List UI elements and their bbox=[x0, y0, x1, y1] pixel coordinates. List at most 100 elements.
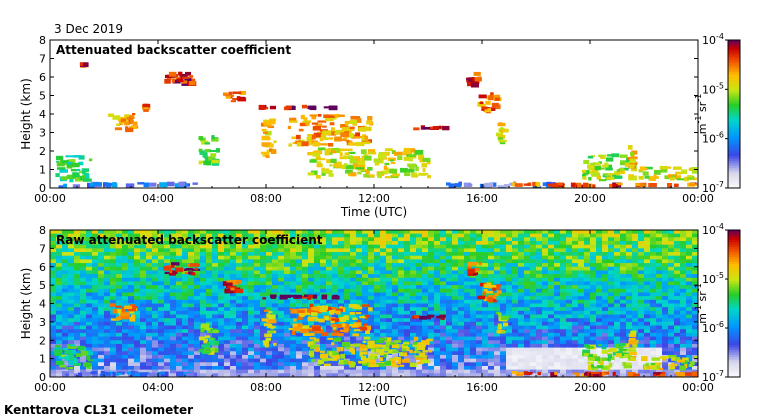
heatmap-cell bbox=[218, 255, 225, 260]
heatmap-cell bbox=[548, 277, 555, 282]
heatmap-cell bbox=[86, 314, 93, 319]
heatmap-cell bbox=[614, 340, 621, 345]
heatmap-cell bbox=[626, 285, 633, 290]
heatmap-cell bbox=[212, 303, 219, 308]
feature-cell bbox=[329, 122, 335, 126]
heatmap-cell bbox=[614, 281, 621, 286]
heatmap-cell bbox=[422, 310, 429, 315]
heatmap-cell bbox=[206, 259, 213, 264]
heatmap-cell bbox=[332, 255, 339, 260]
feature-cell bbox=[56, 162, 65, 167]
heatmap-cell bbox=[548, 340, 555, 345]
heatmap-cell bbox=[146, 310, 153, 315]
heatmap-cell bbox=[482, 303, 489, 308]
heatmap-cell bbox=[512, 329, 519, 334]
heatmap-cell bbox=[620, 318, 627, 323]
heatmap-cell bbox=[638, 259, 645, 264]
colorbar-swatch bbox=[728, 178, 740, 182]
heatmap-cell bbox=[524, 325, 531, 330]
heatmap-cell bbox=[74, 310, 81, 315]
heatmap-cell bbox=[362, 255, 369, 260]
feature-cell bbox=[328, 105, 338, 111]
heatmap-cell bbox=[566, 248, 573, 253]
heatmap-cell bbox=[488, 244, 495, 249]
heatmap-cell bbox=[596, 270, 603, 275]
heatmap-cell bbox=[548, 303, 555, 308]
feature-cell bbox=[349, 119, 357, 124]
heatmap-cell bbox=[224, 241, 231, 246]
heatmap-cell bbox=[434, 362, 441, 367]
heatmap-cell bbox=[494, 237, 501, 242]
heatmap-cell bbox=[680, 362, 687, 367]
backscatter-feature bbox=[307, 147, 431, 179]
heatmap-cell bbox=[650, 241, 657, 246]
heatmap-cell bbox=[566, 314, 573, 319]
heatmap-cell bbox=[176, 248, 183, 253]
heatmap-cell bbox=[242, 288, 249, 293]
heatmap-cell bbox=[602, 325, 609, 330]
heatmap-cell bbox=[260, 259, 267, 264]
heatmap-cell bbox=[248, 365, 255, 371]
heatmap-cell bbox=[182, 310, 189, 315]
heatmap-cell bbox=[98, 255, 105, 260]
heatmap-cell bbox=[116, 369, 123, 374]
heatmap-cell bbox=[140, 303, 147, 308]
heatmap-cell bbox=[374, 288, 381, 293]
heatmap-cell bbox=[386, 266, 393, 271]
heatmap-cell bbox=[140, 365, 147, 371]
heatmap-cell bbox=[62, 314, 69, 319]
heatmap-cell bbox=[422, 292, 429, 297]
heatmap-cell bbox=[122, 354, 129, 360]
heatmap-cell bbox=[692, 351, 699, 356]
heatmap-cell bbox=[122, 343, 129, 349]
heatmap-cell bbox=[254, 332, 261, 337]
heatmap-cell bbox=[650, 277, 657, 282]
heatmap-cell bbox=[56, 233, 63, 238]
heatmap-cell bbox=[224, 252, 231, 257]
heatmap-cell bbox=[590, 230, 597, 235]
heatmap-cell bbox=[518, 351, 525, 356]
feature-cell bbox=[616, 169, 625, 175]
heatmap-cell bbox=[590, 255, 597, 260]
heatmap-cell bbox=[230, 351, 237, 356]
heatmap-cell bbox=[320, 369, 327, 374]
heatmap-cell bbox=[548, 259, 555, 264]
heatmap-cell bbox=[464, 299, 471, 304]
heatmap-cell bbox=[308, 347, 315, 352]
heatmap-cell bbox=[170, 351, 177, 356]
heatmap-cell bbox=[50, 259, 57, 264]
heatmap-cell bbox=[182, 365, 189, 371]
heatmap-cell bbox=[680, 248, 687, 253]
heatmap-cell bbox=[380, 255, 387, 260]
heatmap-cell bbox=[530, 248, 537, 253]
heatmap-cell bbox=[614, 332, 621, 337]
heatmap-cell bbox=[122, 303, 129, 308]
heatmap-cell bbox=[278, 244, 285, 249]
heatmap-cell bbox=[638, 285, 645, 290]
heatmap-cell bbox=[386, 314, 393, 319]
heatmap-cell bbox=[650, 274, 657, 279]
feature-cell bbox=[630, 168, 638, 172]
heatmap-cell bbox=[488, 259, 495, 264]
heatmap-cell bbox=[536, 288, 543, 293]
heatmap-cell bbox=[518, 358, 525, 363]
heatmap-cell bbox=[404, 277, 411, 282]
heatmap-cell bbox=[476, 292, 483, 297]
feature-cell bbox=[350, 115, 357, 120]
heatmap-cell bbox=[266, 303, 273, 308]
heatmap-cell bbox=[116, 292, 123, 297]
heatmap-cell bbox=[620, 230, 627, 235]
feature-cell bbox=[397, 155, 403, 160]
feature-cell bbox=[325, 168, 330, 172]
feature-cell bbox=[345, 169, 353, 174]
heatmap-cell bbox=[578, 329, 585, 334]
heatmap-cell bbox=[338, 281, 345, 286]
heatmap-cell bbox=[140, 252, 147, 257]
heatmap-cell bbox=[236, 343, 243, 349]
heatmap-cell bbox=[590, 292, 597, 297]
heatmap-cell bbox=[560, 365, 567, 371]
heatmap-cell bbox=[326, 285, 333, 290]
heatmap-cell bbox=[284, 270, 291, 275]
heatmap-cell bbox=[446, 329, 453, 334]
feature-cell bbox=[289, 120, 298, 123]
